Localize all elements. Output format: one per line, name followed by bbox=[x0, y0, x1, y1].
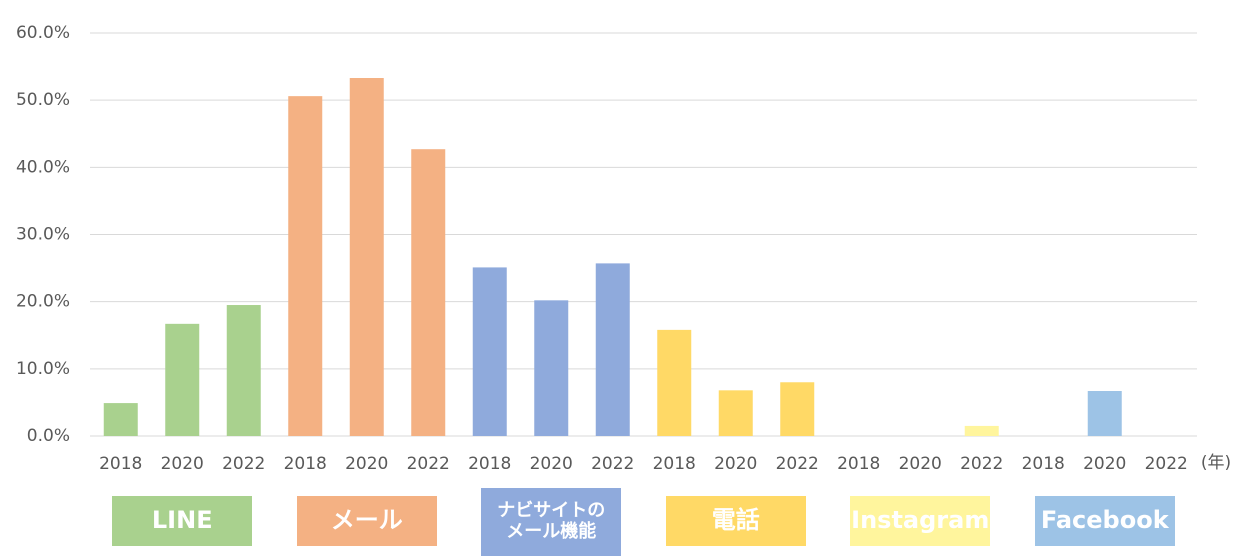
bar bbox=[1087, 390, 1122, 436]
legend-box: LINE bbox=[112, 496, 253, 546]
bar bbox=[595, 263, 630, 436]
x-tick-label: 2020 bbox=[1083, 454, 1126, 474]
bar bbox=[411, 149, 446, 436]
x-tick-label: 2022 bbox=[407, 454, 450, 474]
legend-box: メール bbox=[296, 496, 437, 546]
bar bbox=[718, 390, 753, 436]
x-unit: (年) bbox=[1201, 453, 1231, 473]
x-tick-label: 2020 bbox=[899, 454, 942, 474]
y-tick-label: 30.0% bbox=[16, 225, 70, 245]
x-tick-label: 2020 bbox=[714, 454, 757, 474]
x-tick-label: 2018 bbox=[468, 454, 511, 474]
x-tick-label: 2022 bbox=[776, 454, 819, 474]
bar bbox=[103, 403, 138, 436]
x-tick-label: 2018 bbox=[99, 454, 142, 474]
y-tick-label: 40.0% bbox=[16, 157, 70, 177]
x-tick-label: 2022 bbox=[1145, 454, 1188, 474]
x-tick-label: 2020 bbox=[530, 454, 573, 474]
x-tick-label: 2022 bbox=[960, 454, 1003, 474]
x-tick-label: 2020 bbox=[161, 454, 204, 474]
x-tick-label: 2018 bbox=[837, 454, 880, 474]
y-tick-label: 20.0% bbox=[16, 292, 70, 312]
y-tick-label: 10.0% bbox=[16, 359, 70, 379]
x-tick-label: 2018 bbox=[284, 454, 327, 474]
bar bbox=[288, 96, 323, 437]
legend-box: Facebook bbox=[1034, 496, 1175, 546]
bar bbox=[964, 425, 999, 436]
y-tick-label: 50.0% bbox=[16, 90, 70, 110]
bar bbox=[472, 267, 507, 436]
bar bbox=[534, 300, 569, 436]
x-tick-label: 2020 bbox=[345, 454, 388, 474]
bar bbox=[165, 323, 200, 436]
bar bbox=[349, 78, 384, 437]
x-tick-label: 2022 bbox=[222, 454, 265, 474]
bar bbox=[657, 329, 692, 436]
x-tick-label: 2022 bbox=[591, 454, 634, 474]
bar bbox=[780, 382, 815, 436]
y-tick-label: 60.0% bbox=[16, 23, 70, 43]
x-tick-label: 2018 bbox=[653, 454, 696, 474]
legend-box: 電話 bbox=[665, 496, 806, 546]
y-tick-label: 0.0% bbox=[27, 426, 70, 446]
bar bbox=[226, 305, 261, 436]
legend-box: Instagram bbox=[850, 496, 991, 546]
x-tick-label: 2018 bbox=[1022, 454, 1065, 474]
legend-box: ナビサイトの メール機能 bbox=[481, 488, 622, 556]
